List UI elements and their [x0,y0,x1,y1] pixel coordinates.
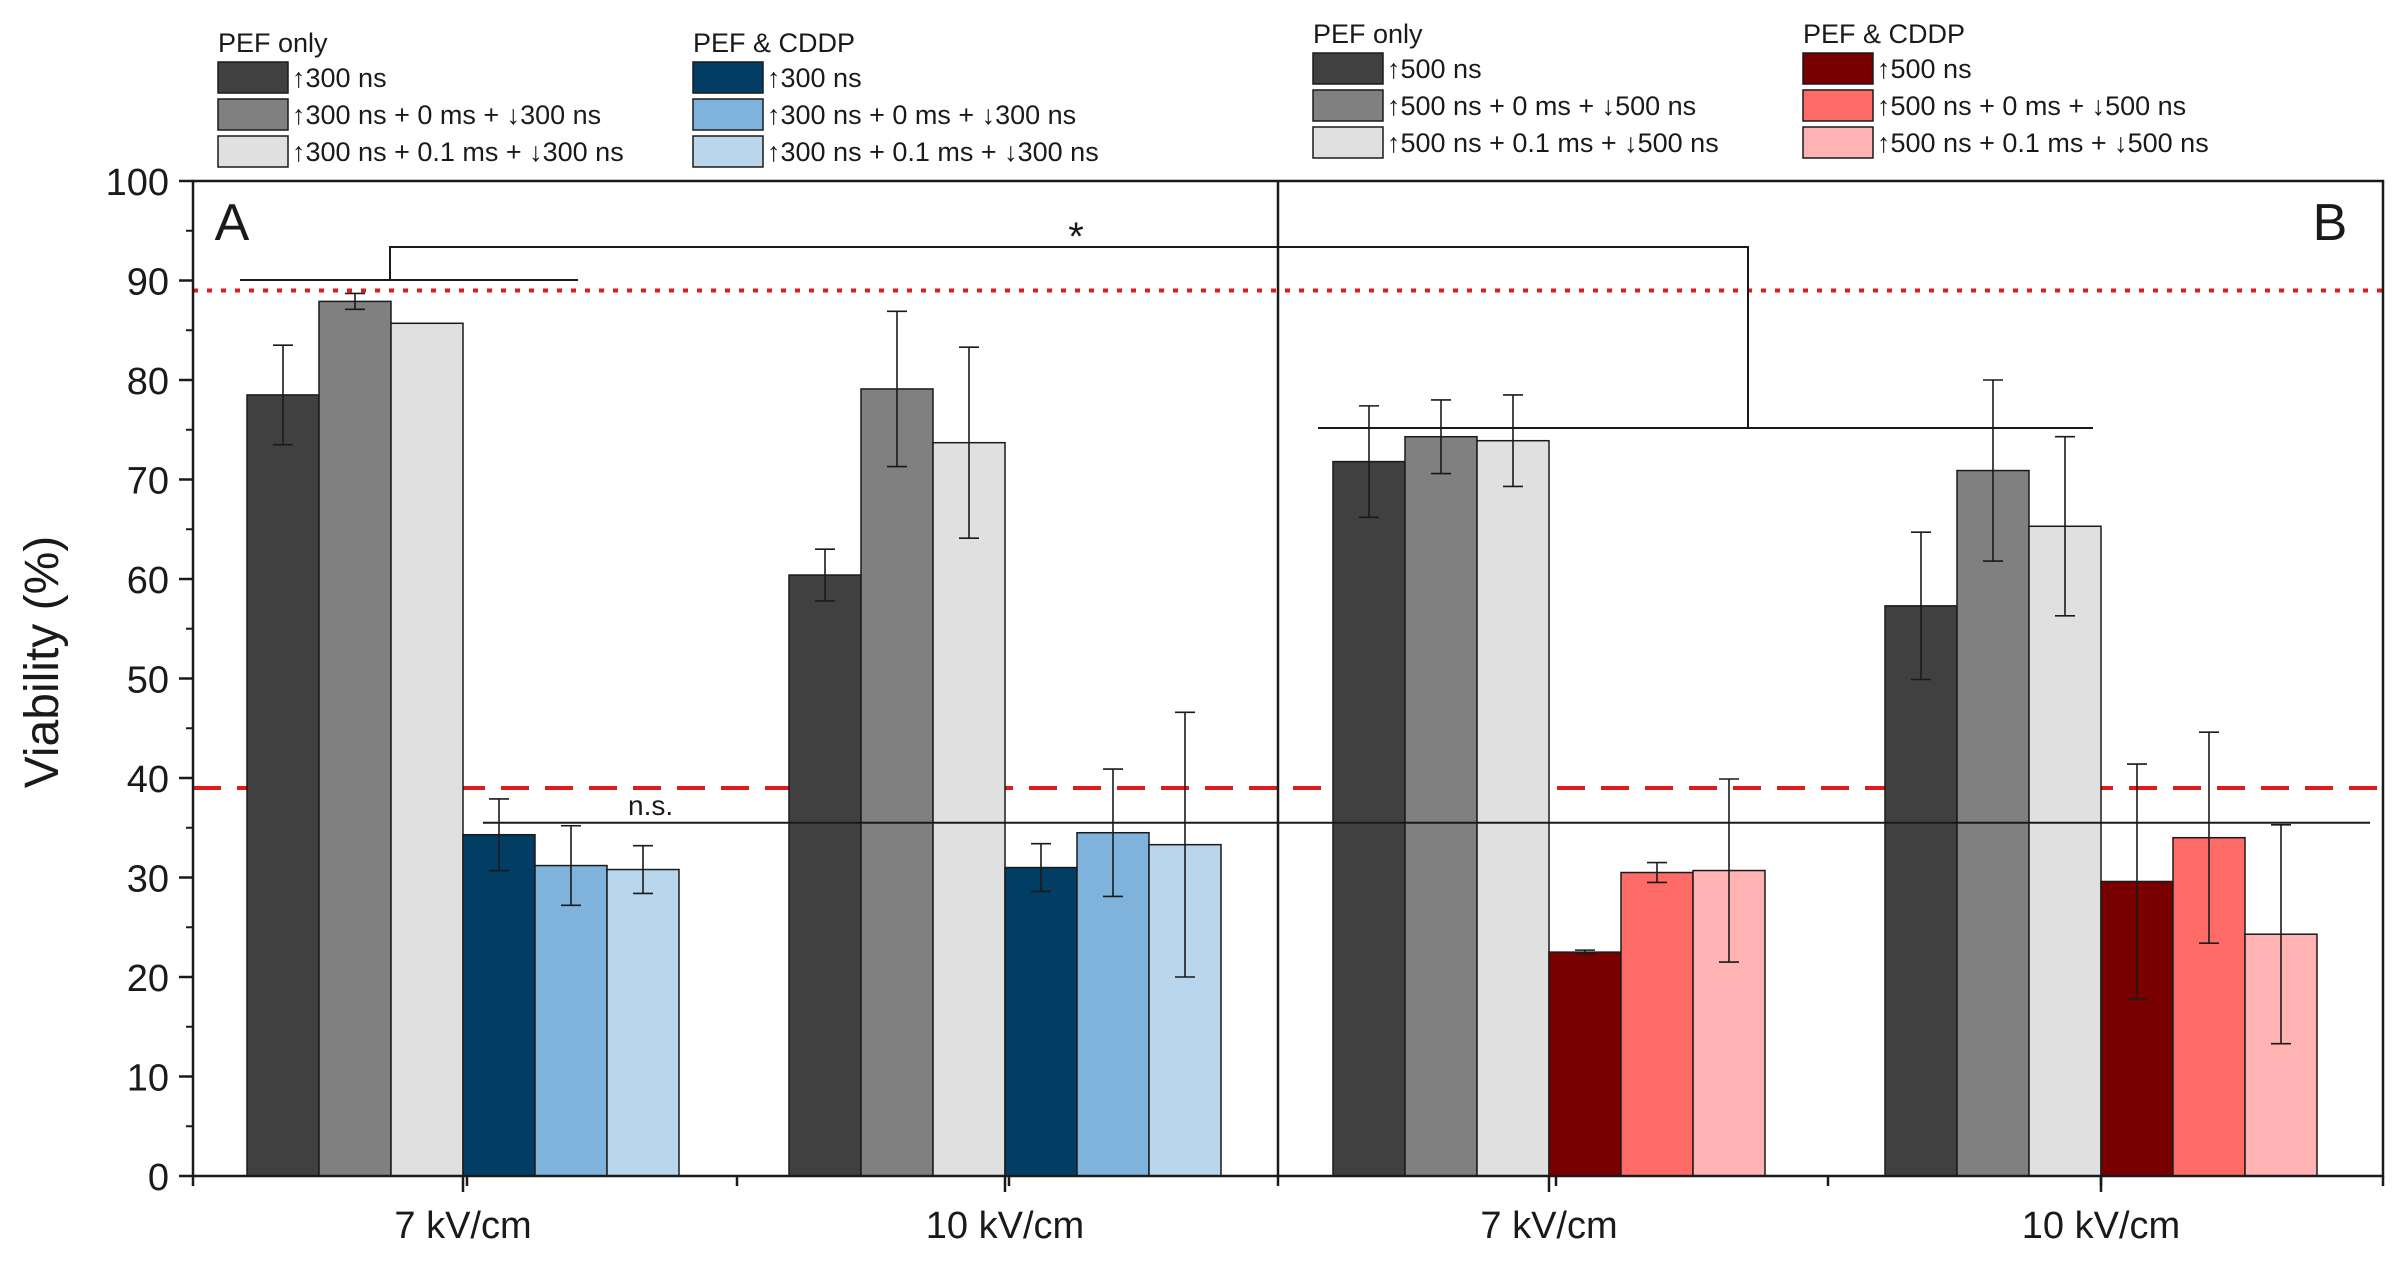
error-bar-a-1-1 [273,344,293,446]
legend: PEF only ↑300 ns ↑300 ns + 0 ms + ↓300 ns ↑… [217,19,2209,168]
error-bar-a-2-6 [1175,711,1195,978]
legend-entry-label: ↑300 ns [292,63,387,93]
significance-star: * [1068,215,1084,259]
y-tick-label-40: 40 [127,759,169,801]
error-bar-a-1-6 [633,844,653,895]
significance-brackets [240,246,2093,429]
error-bar-b-2-6 [2271,823,2291,1045]
error-bar-b-2-2 [1983,379,2003,562]
legend-swatch [692,98,764,131]
category-label-b-2: 10 kV/cm [2022,1205,2180,1247]
legend-title: PEF & CDDP [1803,19,1965,49]
y-tick-label-90: 90 [127,262,169,304]
y-axis-label: Viability (%) [16,536,69,789]
axes: 0 10 20 30 40 50 60 70 80 90 100 7 kV/cm 10 kV/cm A 7 … [106,162,2385,1247]
error-bar-b-1-2 [1431,399,1451,475]
legend-entry-label: ↑500 ns + 0.1 ms + ↓500 ns [1877,128,2209,158]
error-bar-b-2-4 [2127,763,2147,1000]
legend-entry-label: ↑500 ns [1387,54,1482,84]
bar-a-2-2 [860,388,934,1177]
error-bar-b-2-3 [2055,435,2075,617]
error-bar-a-2-2 [887,310,907,468]
bar-b-1-4 [1548,951,1622,1177]
y-tick-label-10: 10 [127,1058,169,1100]
legend-swatch [217,135,289,168]
bar-a-1-3 [390,322,464,1177]
bar-b-2-1 [1884,605,1958,1177]
legend-swatch [1802,89,1874,122]
legend-swatch [692,135,764,168]
y-tick-label-50: 50 [127,660,169,702]
ns-label: n.s. [628,790,673,821]
legend-entry-label: ↑300 ns + 0 ms + ↓300 ns [292,100,601,130]
legend-swatch [217,61,289,94]
bar-b-1-2 [1404,435,1478,1177]
legend-entry-label: ↑300 ns + 0.1 ms + ↓300 ns [767,137,1099,167]
bar-a-1-5 [534,864,608,1177]
bar-b-1-1 [1332,460,1406,1177]
error-bar-a-2-1 [815,548,835,602]
error-bar-a-1-2 [345,292,365,311]
error-bar-a-1-4 [489,798,509,872]
legend-swatch [1802,126,1874,159]
y-tick-label-20: 20 [127,958,169,1000]
legend-title: PEF & CDDP [693,28,855,58]
legend-swatch [1312,89,1384,122]
y-tick-label-80: 80 [127,361,169,403]
error-bar-b-2-5 [2199,731,2219,944]
legend-swatch [692,61,764,94]
legend-entry-label: ↑500 ns + 0.1 ms + ↓500 ns [1387,128,1719,158]
legend-entry-label: ↑500 ns + 0 ms + ↓500 ns [1387,91,1696,121]
panel-label-a: A [215,194,250,252]
error-bar-a-1-5 [561,824,581,907]
error-bar-b-1-4 [1575,949,1595,955]
category-label-b-1: 7 kV/cm [1480,1205,1617,1247]
error-bar-b-2-1 [1911,531,1931,681]
bar-a-2-1 [788,574,862,1177]
error-bar-a-2-3 [959,346,979,540]
bar-b-1-3 [1476,439,1550,1177]
legend-group-b-2: PEF & CDDP ↑500 ns ↑500 ns + 0 ms + ↓500 n… [1802,19,2209,159]
bar-a-1-6 [606,868,680,1177]
y-tick-label-100: 100 [106,162,169,204]
error-bar-a-2-4 [1031,842,1051,893]
error-bar-b-1-6 [1719,778,1739,963]
bar-a-2-4 [1004,866,1078,1177]
y-tick-label-0: 0 [148,1157,169,1199]
bar-a-2-3 [932,441,1006,1177]
legend-group-b-1: PEF only ↑500 ns ↑500 ns + 0 ms + ↓500 ns ↑… [1312,19,1719,159]
bar-a-1-2 [318,300,392,1177]
error-bar-b-1-1 [1359,405,1379,519]
legend-entry-label: ↑500 ns + 0 ms + ↓500 ns [1877,91,2186,121]
category-label-a-1: 7 kV/cm [394,1205,531,1247]
y-tick-label-60: 60 [127,560,169,602]
y-tick-label-70: 70 [127,461,169,503]
bracket-connector [389,246,1749,428]
bar-a-1-1 [246,394,320,1177]
panel-label-b: B [2313,194,2348,252]
legend-entry-label: ↑300 ns + 0.1 ms + ↓300 ns [292,137,624,167]
bar-a-1-4 [462,833,536,1177]
legend-entry-label: ↑300 ns [767,63,862,93]
legend-swatch [1312,126,1384,159]
legend-title: PEF only [1313,19,1423,49]
category-label-a-2: 10 kV/cm [926,1205,1084,1247]
plot-area: * n.s. [193,215,2383,1177]
legend-swatch [1802,52,1874,85]
error-bar-b-1-5 [1647,861,1667,884]
error-bar-b-1-3 [1503,394,1523,488]
legend-entry-label: ↑300 ns + 0 ms + ↓300 ns [767,100,1076,130]
legend-swatch [217,98,289,131]
y-tick-label-30: 30 [127,859,169,901]
legend-title: PEF only [218,28,328,58]
bar-b-1-5 [1620,871,1694,1177]
bar-b-2-3 [2028,525,2102,1177]
legend-swatch [1312,52,1384,85]
legend-group-a-1: PEF only ↑300 ns ↑300 ns + 0 ms + ↓300 ns ↑… [217,28,624,168]
legend-group-a-2: PEF & CDDP ↑300 ns ↑300 ns + 0 ms + ↓300 n… [692,28,1099,168]
error-bar-a-2-5 [1103,768,1123,898]
legend-entry-label: ↑500 ns [1877,54,1972,84]
